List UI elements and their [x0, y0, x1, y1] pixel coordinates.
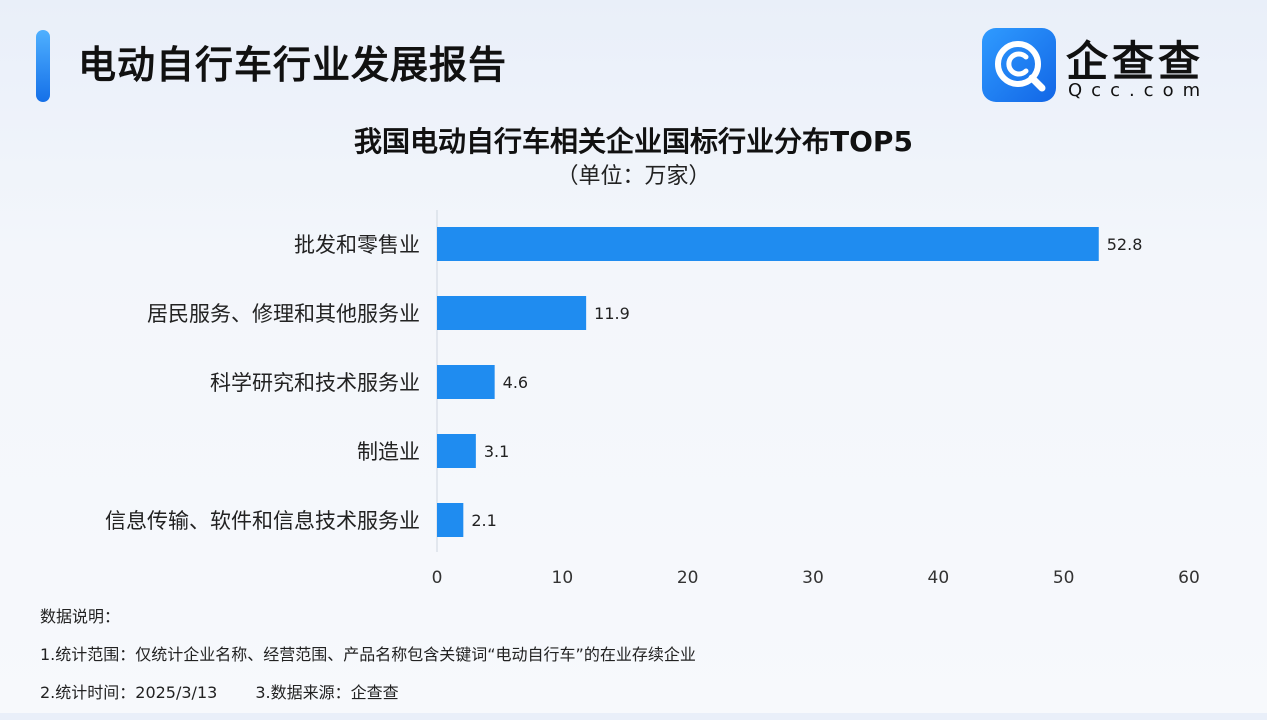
bar: [437, 296, 587, 330]
bar: [437, 503, 464, 537]
data-label: 2.1: [471, 511, 496, 530]
notes-scope: 1.统计范围：仅统计企业名称、经营范围、产品名称包含关键词“电动自行车”的在业存…: [40, 645, 696, 664]
bar-chart: 批发和零售业 52.8 居民服务、修理和其他服务业 11.9 科学研究和技术服务业 4.6…: [105, 210, 1200, 588]
data-label: 4.6: [503, 373, 528, 392]
notes-date: 2.统计时间：2025/3/13: [40, 683, 218, 702]
x-tick-label: 20: [677, 568, 699, 588]
data-label: 3.1: [484, 442, 509, 461]
header-accent-bar: [36, 30, 50, 102]
data-notes: 数据说明： 1.统计范围：仅统计企业名称、经营范围、产品名称包含关键词“电动自行…: [40, 606, 696, 720]
category-label: 科学研究和技术服务业: [210, 371, 420, 395]
notes-heading: 数据说明：: [40, 607, 121, 626]
qcc-logo: 企查查 Qcc.com: [982, 28, 1232, 106]
chart-subtitle: （单位：万家）: [556, 164, 711, 189]
logo-text-cn: 企查查: [1066, 37, 1205, 86]
x-tick-label: 60: [1178, 568, 1200, 588]
category-label: 批发和零售业: [294, 233, 420, 257]
x-tick-label: 40: [928, 568, 950, 588]
bar: [437, 227, 1099, 261]
chart-title: 我国电动自行车相关企业国标行业分布TOP5: [354, 125, 913, 158]
x-tick-label: 30: [802, 568, 824, 588]
page-title: 电动自行车行业发展报告: [78, 43, 508, 87]
data-label: 11.9: [594, 304, 630, 323]
qcc-logo-icon: [982, 28, 1056, 102]
logo-text-en: Qcc.com: [1068, 80, 1210, 101]
category-label: 信息传输、软件和信息技术服务业: [105, 509, 420, 533]
data-label: 52.8: [1107, 235, 1143, 254]
category-label: 制造业: [357, 440, 420, 464]
x-tick-label: 10: [552, 568, 574, 588]
x-tick-label: 0: [432, 568, 443, 588]
x-tick-label: 50: [1053, 568, 1075, 588]
bar: [437, 365, 495, 399]
category-label: 居民服务、修理和其他服务业: [147, 302, 420, 326]
bar: [437, 434, 476, 468]
notes-source: 3.数据来源：企查查: [255, 683, 399, 702]
